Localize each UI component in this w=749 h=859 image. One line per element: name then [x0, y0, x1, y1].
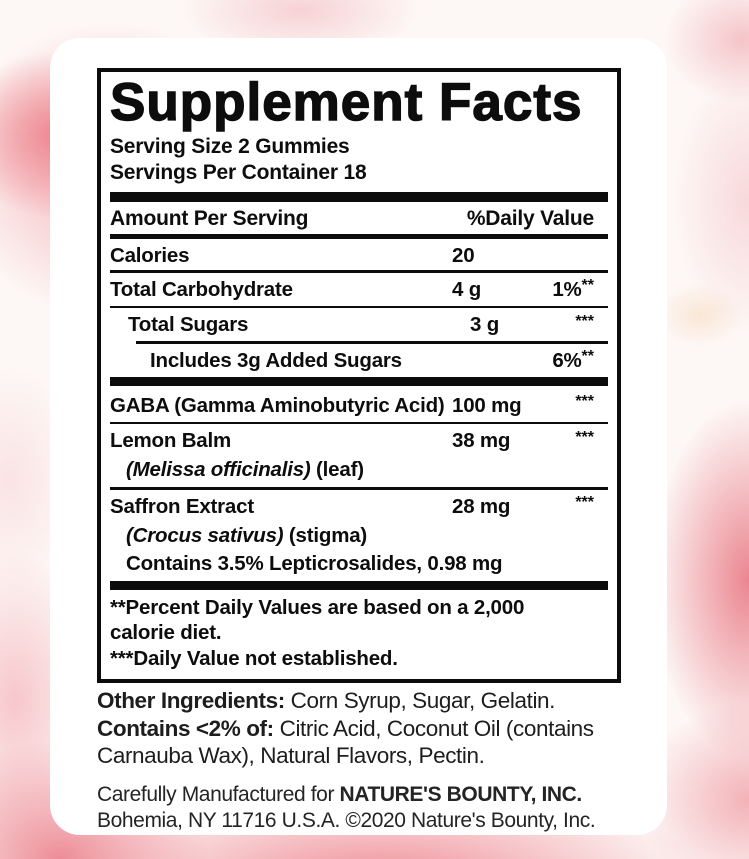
nutrient-daily-value: 1%**: [552, 277, 594, 301]
row-total-sugars: Total Sugars 3 g ***: [110, 308, 608, 341]
divider-medium: [110, 234, 608, 239]
manufacturer-section: Carefully Manufactured for NATURE'S BOUN…: [97, 782, 657, 834]
supplement-facts-panel: Supplement Facts Serving Size 2 Gummies …: [97, 68, 621, 683]
botanical-name-line: (Crocus sativus) (stigma): [126, 523, 368, 547]
address-copyright-line: Bohemia, NY 11716 U.S.A. ©2020 Nature's …: [97, 809, 596, 832]
nutrient-daily-value: ***: [575, 393, 594, 411]
nutrient-amount: 28 mg: [452, 494, 511, 518]
amount-per-serving-header: Amount Per Serving: [110, 207, 309, 230]
nutrient-name: Includes 3g Added Sugars: [150, 348, 402, 372]
divider-thin: [110, 270, 608, 273]
divider-thick: [110, 376, 608, 386]
botanical-name-line: (Melissa officinalis) (leaf): [126, 458, 364, 481]
label-card: Supplement Facts Serving Size 2 Gummies …: [50, 38, 667, 835]
nutrient-name: Total Sugars: [128, 313, 249, 336]
nutrient-name: Saffron Extract: [110, 494, 254, 518]
nutrient-daily-value: ***: [575, 494, 594, 512]
nutrient-amount: 3 g: [470, 313, 500, 336]
row-saffron-extract: Saffron Extract 28 mg *** (Crocus sativu…: [110, 490, 608, 581]
divider-thin: [110, 421, 608, 424]
nutrient-amount: 20: [452, 244, 475, 267]
manufacturer-line: Carefully Manufactured for NATURE'S BOUN…: [97, 783, 582, 806]
servings-per-container-line: Servings Per Container 18: [110, 161, 367, 184]
serving-size-line: Serving Size 2 Gummies: [110, 135, 350, 158]
row-calories: Calories 20: [110, 239, 608, 270]
daily-value-header: %Daily Value: [466, 207, 594, 230]
other-ingredients-line: Other Ingredients: Corn Syrup, Sugar, Ge…: [97, 688, 556, 713]
serving-info: Serving Size 2 Gummies Servings Per Cont…: [110, 134, 608, 186]
footnote-daily-values: **Percent Daily Values are based on a 2,…: [110, 595, 525, 619]
row-added-sugars: Includes 3g Added Sugars 6%**: [110, 344, 608, 377]
divider-thin-inset: [136, 341, 608, 344]
contains-line-cont: Carnauba Wax), Natural Flavors, Pectin.: [97, 743, 485, 768]
divider-thin: [110, 305, 608, 308]
nutrient-amount: 100 mg: [452, 393, 522, 417]
nutrient-daily-value: ***: [575, 312, 594, 330]
row-lemon-balm: Lemon Balm 38 mg *** (Melissa officinali…: [110, 424, 608, 487]
contains-line: Contains <2% of: Citric Acid, Coconut Oi…: [97, 715, 594, 741]
divider-thick: [110, 580, 608, 590]
row-total-carbohydrate: Total Carbohydrate 4 g 1%**: [110, 273, 608, 306]
nutrient-amount: 4 g: [452, 277, 482, 301]
company-name: NATURE'S BOUNTY, INC.: [339, 783, 582, 806]
nutrient-name: GABA (Gamma Aminobutyric Acid): [110, 393, 445, 417]
nutrient-daily-value: 6%**: [552, 348, 594, 372]
nutrient-daily-value: ***: [575, 428, 594, 446]
column-header-row: Amount Per Serving %Daily Value: [110, 202, 608, 234]
footnotes: **Percent Daily Values are based on a 2,…: [110, 595, 608, 672]
contains-label: Contains <2% of:: [97, 715, 274, 741]
footnote-daily-values-cont: calorie diet.: [110, 621, 222, 644]
divider-thick: [110, 192, 608, 202]
row-gaba: GABA (Gamma Aminobutyric Acid) 100 mg **…: [110, 386, 608, 422]
nutrient-name: Calories: [110, 244, 190, 267]
standardization-line: Contains 3.5% Lepticrosalides, 0.98 mg: [126, 551, 503, 575]
facts-title: Supplement Facts: [109, 73, 583, 132]
nutrient-amount: 38 mg: [452, 429, 511, 452]
divider-thin: [110, 487, 608, 490]
other-ingredients-label: Other Ingredients:: [97, 688, 285, 713]
nutrient-name: Lemon Balm: [110, 429, 232, 452]
footnote-not-established: ***Daily Value not established.: [110, 646, 398, 670]
nutrient-name: Total Carbohydrate: [110, 277, 293, 301]
other-ingredients-section: Other Ingredients: Corn Syrup, Sugar, Ge…: [97, 687, 657, 770]
